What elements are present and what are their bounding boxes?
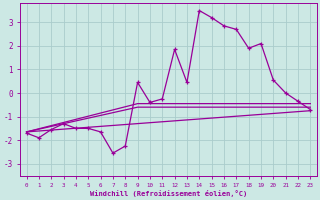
X-axis label: Windchill (Refroidissement éolien,°C): Windchill (Refroidissement éolien,°C) xyxy=(90,190,247,197)
